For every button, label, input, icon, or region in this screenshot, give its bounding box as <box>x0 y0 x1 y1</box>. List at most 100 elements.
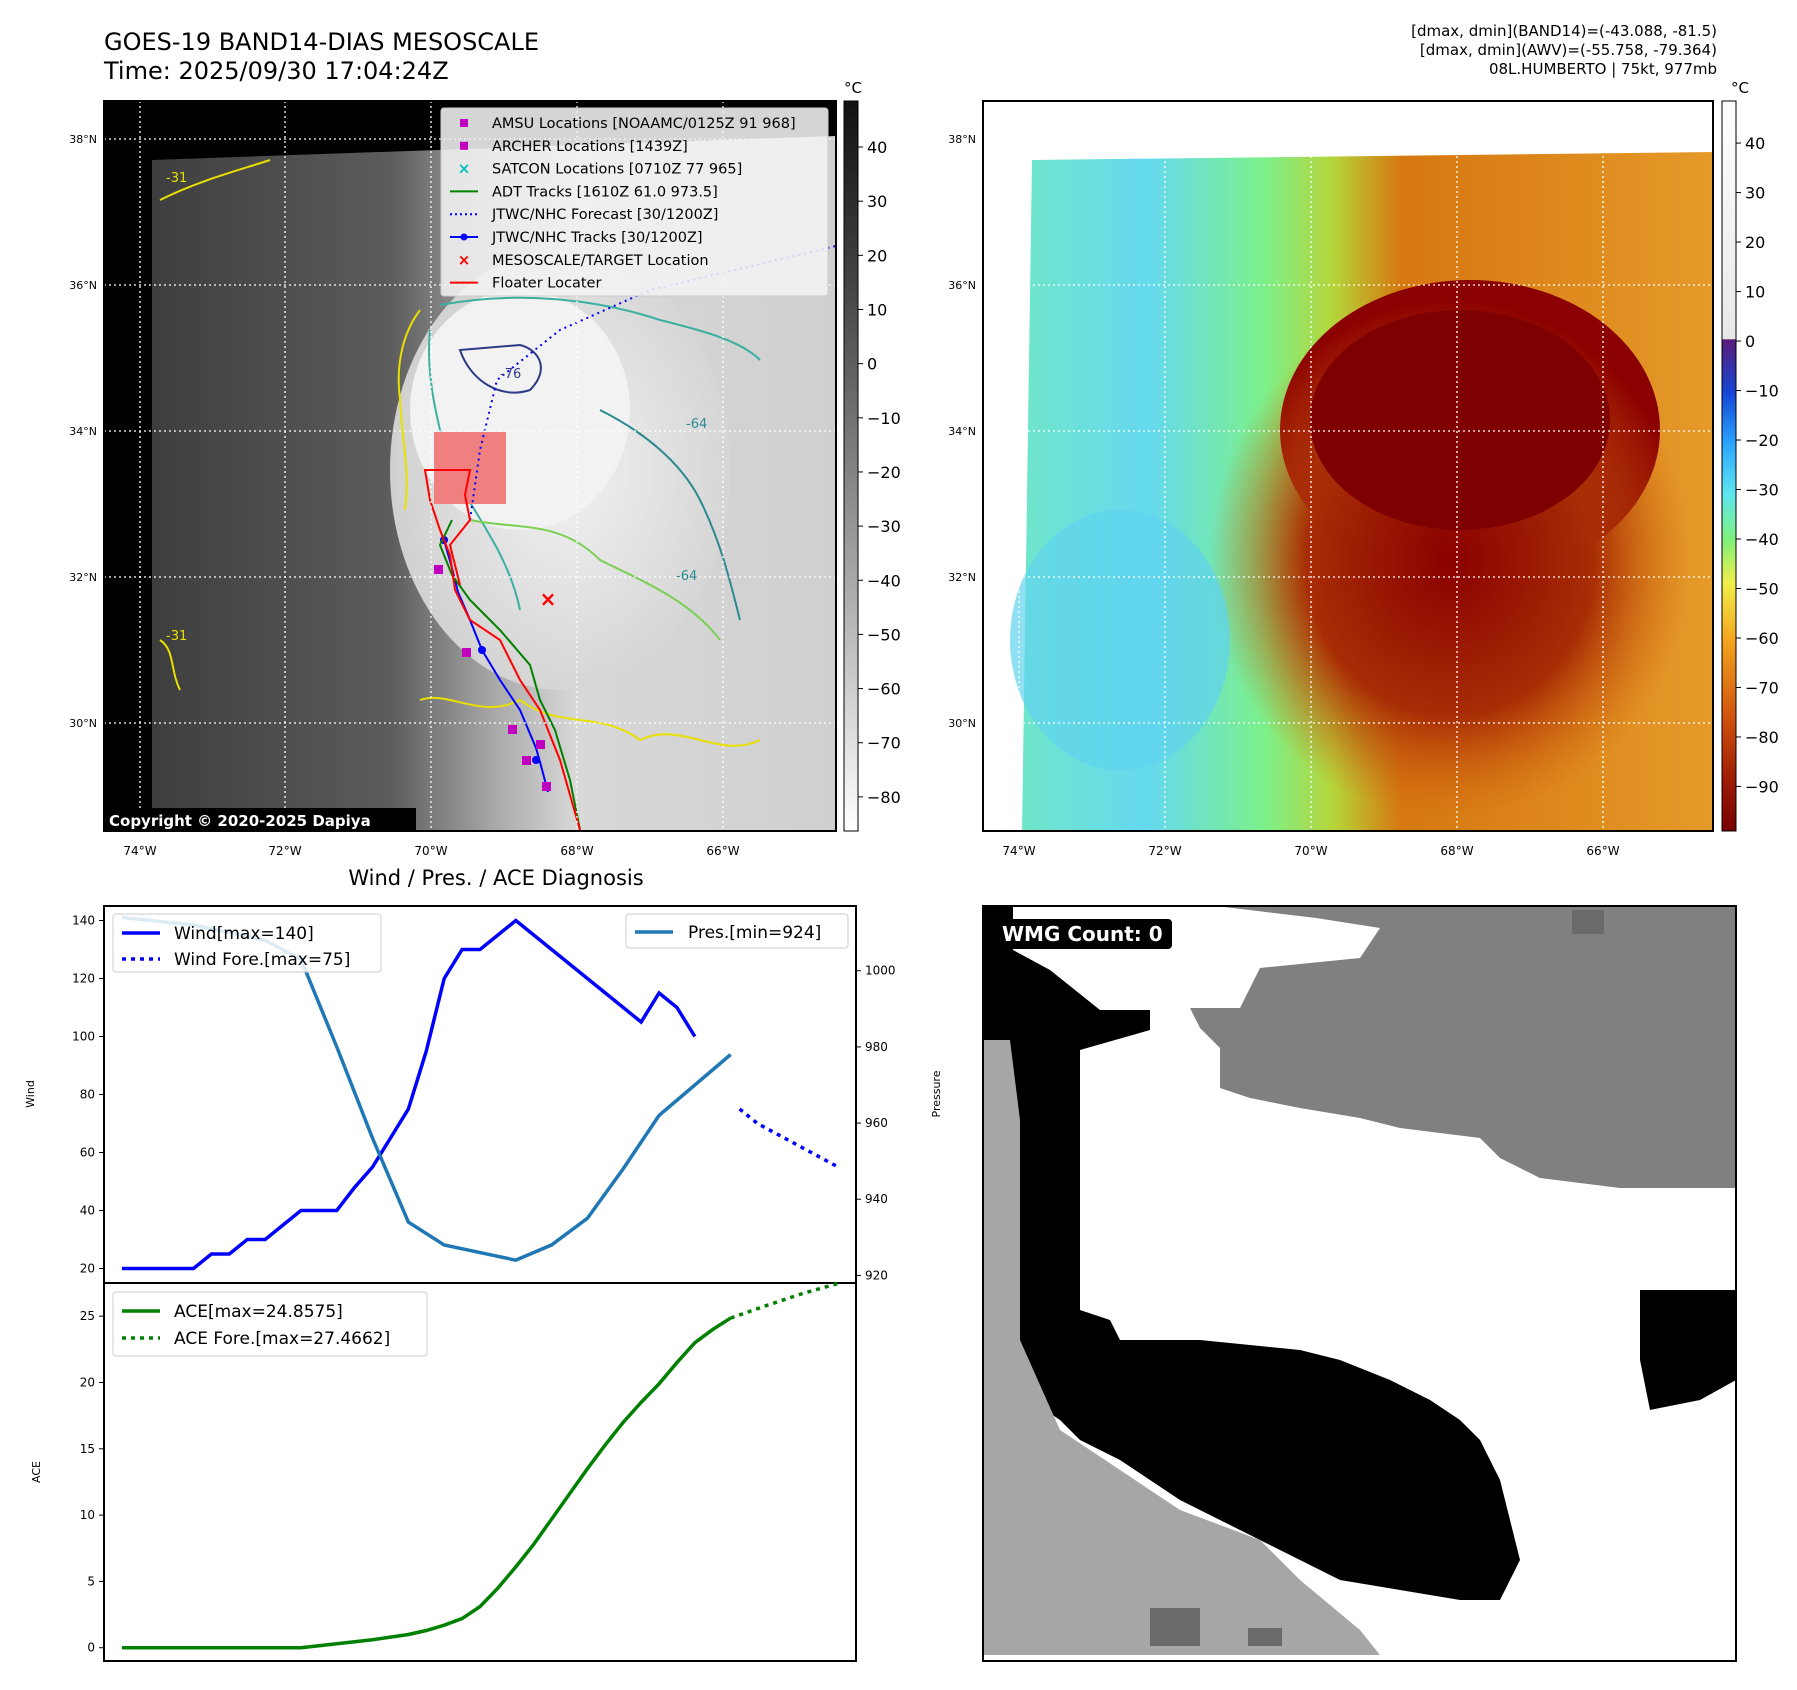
pressure-tick-label: 920 <box>865 1268 888 1282</box>
wind-pressure-chart: Wind Pressure Wind[max=140] Wind Fore.[ma… <box>24 905 943 1284</box>
ace-tick-label: 20 <box>80 1375 95 1389</box>
wind-tick-label: 20 <box>80 1262 95 1276</box>
legend-label: JTWC/NHC Forecast [30/1200Z] <box>491 207 718 223</box>
figure-title: GOES-19 BAND14-DIAS MESOSCALE Time: 2025… <box>104 28 539 86</box>
legend-entry: ADT Tracks [1610Z 61.0 973.5] <box>450 184 718 200</box>
legend-label: Pres.[min=924] <box>688 923 821 943</box>
ace-axis-label: ACE <box>30 1461 43 1483</box>
lat-tick-label: 36°N <box>948 279 976 292</box>
awv-colorbar: °C 40 30 20 10 0 −10 −20 −30 −40 −50 −60 −70 −80 −90 <box>1721 79 1779 832</box>
colorbar-tick: −20 <box>867 463 901 482</box>
lat-tick-label: 30°N <box>948 717 976 730</box>
pressure-legend: Pres.[min=924] <box>625 913 849 949</box>
legend-label: AMSU Locations [NOAAMC/0125Z 91 968] <box>492 116 796 132</box>
map-tick-labels: 74°W 74°W 72°W 72°W 70°W 70°W 68°W 68°W 66°W 66°W… <box>69 133 1619 858</box>
legend-entry: × MESOSCALE/TARGET Location <box>458 251 709 269</box>
colorbar-tick: 10 <box>867 300 887 319</box>
map-legend: AMSU Locations [NOAAMC/0125Z 91 968] ARCH… <box>440 107 829 297</box>
band14-map: × -31 -64 -64 -31 -76 <box>103 100 837 832</box>
lon-tick-label: 72°W <box>1148 844 1181 858</box>
chart-tick-labels: 20 40 60 80 100 120 140 920 940 960 980 1000 0 5 10 15 2… <box>72 914 895 1655</box>
contour-label: -64 <box>686 417 707 432</box>
lat-tick-label: 38°N <box>69 133 97 146</box>
contour-label: -31 <box>166 171 187 186</box>
legend-entry: AMSU Locations [NOAAMC/0125Z 91 968] <box>460 116 796 132</box>
title-time: Time: 2025/09/30 17:04:24Z <box>104 57 449 85</box>
ace-tick-label: 25 <box>80 1309 95 1323</box>
lat-tick-label: 36°N <box>69 279 97 292</box>
ace-chart: ACE ACE[max=24.8575] ACE Fore.[max=27.466… <box>30 1281 857 1662</box>
wmg-count-badge: WMG Count: 0 <box>993 919 1172 949</box>
lon-tick-label: 68°W <box>1440 844 1473 858</box>
legend-label: ACE[max=24.8575] <box>174 1302 343 1322</box>
colorbar-tick: −50 <box>867 625 901 644</box>
wind-tick-label: 140 <box>72 914 95 928</box>
colorbar-unit: °C <box>844 79 862 97</box>
contour-label: -76 <box>500 367 521 382</box>
lon-tick-label: 74°W <box>1002 844 1035 858</box>
wind-tick-label: 80 <box>80 1088 95 1102</box>
ace-tick-label: 5 <box>87 1574 95 1588</box>
awv-map <box>982 100 1714 832</box>
lon-tick-label: 72°W <box>268 844 301 858</box>
legend-label: SATCON Locations [0710Z 77 965] <box>492 162 742 178</box>
colorbar-tick: 0 <box>867 355 877 374</box>
legend-label: ARCHER Locations [1439Z] <box>492 139 688 155</box>
pressure-tick-label: 940 <box>865 1192 888 1206</box>
lat-tick-label: 32°N <box>948 571 976 584</box>
lon-tick-label: 70°W <box>414 844 447 858</box>
colorbar-tick: −30 <box>1745 481 1779 500</box>
colorbar-tick: −20 <box>1745 431 1779 450</box>
chart-title: Wind / Pres. / ACE Diagnosis <box>348 866 643 890</box>
lon-tick-label: 68°W <box>560 844 593 858</box>
colorbar-tick: −50 <box>1745 579 1779 598</box>
storm-summary: 08L.HUMBERTO | 75kt, 977mb <box>1488 60 1717 78</box>
legend-label: MESOSCALE/TARGET Location <box>492 253 709 269</box>
colorbar-tick: −90 <box>1745 777 1779 796</box>
legend-label: Wind[max=140] <box>174 924 314 944</box>
colorbar-tick: 20 <box>867 246 887 265</box>
legend-label: ACE Fore.[max=27.4662] <box>174 1329 390 1349</box>
lat-tick-label: 34°N <box>948 425 976 438</box>
awv-range: [dmax, dmin](AWV)=(-55.758, -79.364) <box>1419 41 1717 59</box>
colorbar-tick: 30 <box>867 192 887 211</box>
copyright-label: Copyright © 2020-2025 Dapiya <box>109 812 371 830</box>
legend-entry: JTWC/NHC Forecast [30/1200Z] <box>450 207 718 223</box>
colorbar-tick: −30 <box>867 517 901 536</box>
colorbar-tick: 20 <box>1745 233 1765 252</box>
lon-tick-label: 70°W <box>1294 844 1327 858</box>
storm-info: [dmax, dmin](BAND14)=(-43.088, -81.5) [d… <box>1411 22 1717 79</box>
colorbar-tick: −70 <box>867 734 901 753</box>
svg-text:×: × <box>458 251 471 269</box>
svg-text:×: × <box>458 160 471 178</box>
colorbar-tick: −40 <box>1745 530 1779 549</box>
legend-label: Wind Fore.[max=75] <box>174 950 350 970</box>
wind-axis-label: Wind <box>24 1080 37 1108</box>
lon-tick-label: 66°W <box>706 844 739 858</box>
colorbar-tick: −70 <box>1745 678 1779 697</box>
ace-tick-label: 15 <box>80 1442 95 1456</box>
legend-label: Floater Locater <box>492 276 601 292</box>
colorbar-tick: −60 <box>1745 629 1779 648</box>
legend-entry: ARCHER Locations [1439Z] <box>460 139 688 155</box>
lat-tick-label: 38°N <box>948 133 976 146</box>
legend-label: JTWC/NHC Tracks [30/1200Z] <box>491 230 703 246</box>
svg-text:×: × <box>540 587 557 611</box>
wind-tick-label: 60 <box>80 1146 95 1160</box>
colorbar-tick: 0 <box>1745 332 1755 351</box>
colorbar-tick: −60 <box>867 680 901 699</box>
lat-tick-label: 34°N <box>69 425 97 438</box>
colorbar-tick: −10 <box>867 409 901 428</box>
colorbar-tick: 10 <box>1745 283 1765 302</box>
series-line <box>121 918 697 1271</box>
lat-tick-label: 32°N <box>69 571 97 584</box>
ace-tick-label: 0 <box>87 1641 95 1655</box>
wmg-panel <box>982 905 1737 1662</box>
legend-entry: × SATCON Locations [0710Z 77 965] <box>458 160 743 178</box>
pressure-axis-label: Pressure <box>930 1070 943 1117</box>
colorbar-tick: −80 <box>1745 728 1779 747</box>
ace-tick-label: 10 <box>80 1508 95 1522</box>
wind-tick-label: 100 <box>72 1030 95 1044</box>
colorbar-tick: 30 <box>1745 184 1765 203</box>
